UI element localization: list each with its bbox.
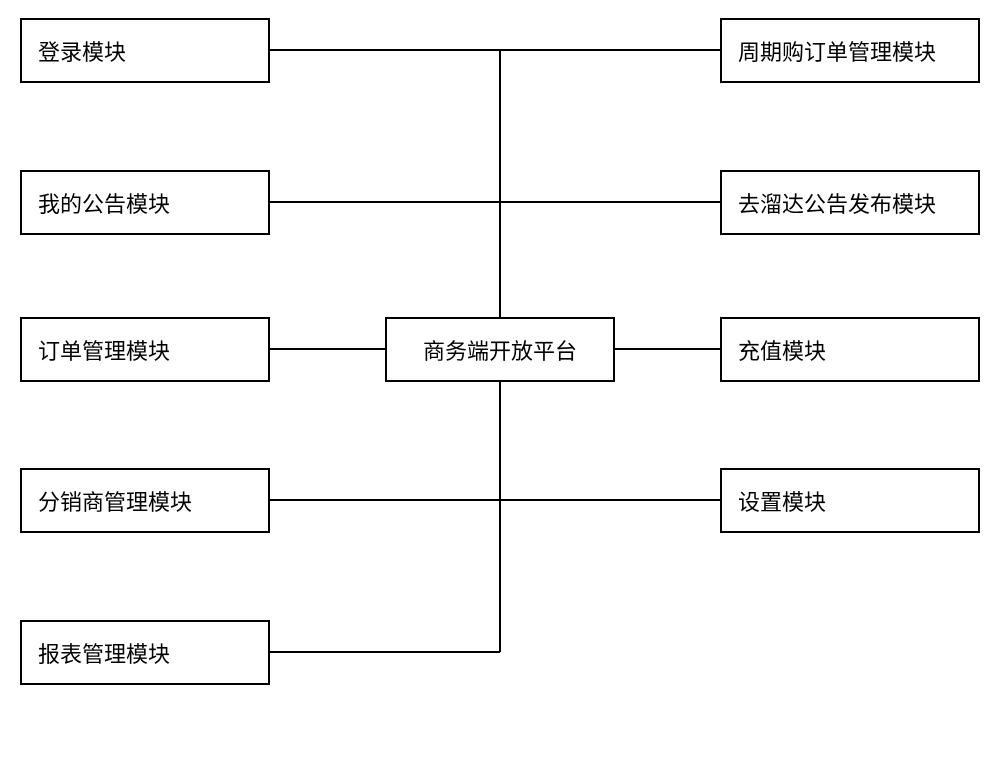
node-label: 订单管理模块 — [38, 334, 170, 366]
center-node-label: 商务端开放平台 — [423, 334, 577, 366]
left-node-login: 登录模块 — [20, 18, 270, 83]
right-node-periodic-order: 周期购订单管理模块 — [720, 18, 980, 83]
left-node-report-mgmt: 报表管理模块 — [20, 620, 270, 685]
right-node-settings: 设置模块 — [720, 468, 980, 533]
node-label: 周期购订单管理模块 — [738, 35, 936, 67]
node-label: 我的公告模块 — [38, 187, 170, 219]
node-label: 充值模块 — [738, 334, 826, 366]
node-label: 分销商管理模块 — [38, 485, 192, 517]
diagram-container: 商务端开放平台 登录模块 我的公告模块 订单管理模块 分销商管理模块 报表管理模… — [0, 0, 1000, 770]
right-node-liuda-publish: 去溜达公告发布模块 — [720, 170, 980, 235]
right-node-recharge: 充值模块 — [720, 317, 980, 382]
node-label: 去溜达公告发布模块 — [738, 187, 936, 219]
node-label: 登录模块 — [38, 35, 126, 67]
left-node-distributor-mgmt: 分销商管理模块 — [20, 468, 270, 533]
node-label: 报表管理模块 — [38, 637, 170, 669]
center-node: 商务端开放平台 — [385, 317, 615, 382]
node-label: 设置模块 — [738, 485, 826, 517]
left-node-announcement: 我的公告模块 — [20, 170, 270, 235]
left-node-order-mgmt: 订单管理模块 — [20, 317, 270, 382]
